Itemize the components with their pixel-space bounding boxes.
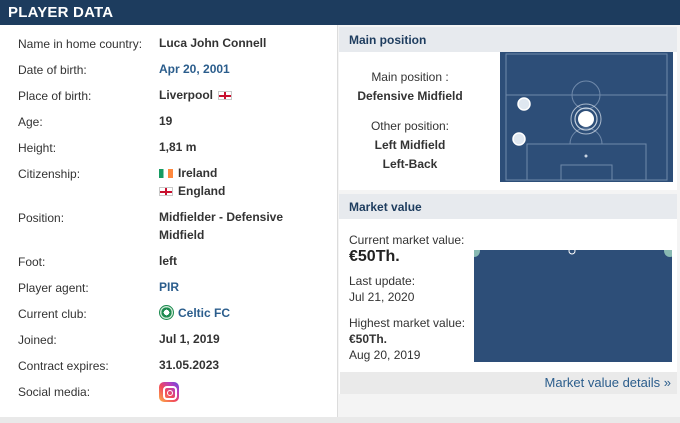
joined-value: Jul 1, 2019 [159, 332, 220, 346]
last-update-value: Jul 21, 2020 [349, 290, 415, 304]
pitch-center-circle [571, 80, 601, 110]
mv-details-text[interactable]: Market value details » [544, 375, 671, 390]
current-mv-label: Current market value: [349, 233, 465, 247]
contract-label: Contract expires: [18, 359, 109, 373]
mv-point-start[interactable] [474, 250, 480, 257]
mv-point-end[interactable] [664, 250, 672, 257]
height-label: Height: [18, 141, 57, 155]
club-name: Celtic FC [178, 306, 231, 320]
mv-point-mid[interactable] [568, 250, 576, 255]
foot-label: Foot: [18, 255, 46, 269]
position-value-line1: Midfielder - Defensive [159, 210, 284, 224]
market-value-chart [474, 250, 672, 362]
main-position-title: Main position [339, 27, 677, 52]
position-label: Position: [18, 211, 65, 225]
birthplace-label: Place of birth: [18, 89, 92, 103]
joined-label: Joined: [18, 333, 57, 347]
mv-chart-area [474, 252, 672, 362]
pitch-penalty-spot [584, 154, 588, 158]
club-link[interactable]: Celtic FC [159, 304, 230, 322]
current-mv-value: €50Th. [349, 248, 400, 265]
name-value: Luca John Connell [159, 36, 267, 50]
dob-label: Date of birth: [18, 63, 87, 77]
england-flag-icon [159, 187, 173, 196]
citizenship-label: Citizenship: [18, 167, 81, 181]
main-position-value: Defensive Midfield [357, 89, 463, 103]
main-position-ring [574, 107, 598, 131]
left-midfield-marker [517, 97, 531, 111]
market-value-details-link[interactable]: Market value details » [340, 372, 677, 394]
player-data-panel [0, 25, 338, 417]
market-value-info: Current market value: €50Th. Last update… [349, 233, 465, 362]
highest-mv-date: Aug 20, 2019 [349, 348, 421, 362]
instagram-icon[interactable] [159, 382, 179, 402]
england-flag-icon [218, 91, 233, 100]
bottom-divider [0, 417, 680, 423]
citizenship-ireland: Ireland [178, 166, 218, 180]
height-value: 1,81 m [159, 140, 197, 154]
highest-mv-label: Highest market value: [349, 316, 466, 330]
club-label: Current club: [18, 307, 87, 321]
last-update-label: Last update: [349, 274, 416, 288]
agent-link[interactable]: PIR [159, 280, 180, 294]
contract-value: 31.05.2023 [159, 358, 220, 372]
citizenship-value-1: Ireland [159, 164, 217, 182]
highest-mv-value: €50Th. [349, 332, 388, 346]
main-position-marker [578, 111, 594, 127]
other-position-1: Left Midfield [374, 138, 446, 152]
agent-label: Player agent: [18, 281, 89, 295]
player-data-header: PLAYER DATA [0, 0, 680, 27]
celtic-logo-icon [159, 305, 174, 320]
birthplace-text: Liverpool [159, 88, 214, 102]
foot-value: left [159, 254, 177, 268]
name-label: Name in home country: [18, 37, 143, 51]
ireland-flag-icon [159, 169, 173, 178]
header-title: PLAYER DATA [8, 4, 114, 21]
age-value: 19 [159, 114, 173, 128]
citizenship-england: England [178, 184, 226, 198]
dob-link[interactable]: Apr 20, 2001 [159, 62, 230, 76]
market-value-title: Market value [339, 194, 677, 219]
social-label: Social media: [18, 385, 91, 399]
main-position-label: Main position : [371, 70, 449, 84]
main-position-ring-outer [570, 103, 602, 135]
pitch-diagram [500, 52, 673, 182]
other-position-2: Left-Back [382, 157, 438, 171]
citizenship-value-2: England [159, 182, 225, 200]
pitch-penalty-arc [569, 127, 603, 145]
left-back-marker [512, 132, 526, 146]
pitch-goal-box [560, 164, 613, 181]
other-position-label: Other position: [370, 119, 450, 133]
position-value-line2: Midfield [159, 228, 205, 242]
main-position-info: Main position : Defensive Midfield Other… [339, 70, 481, 171]
age-label: Age: [18, 115, 43, 129]
birthplace-value: Liverpool [159, 86, 233, 104]
